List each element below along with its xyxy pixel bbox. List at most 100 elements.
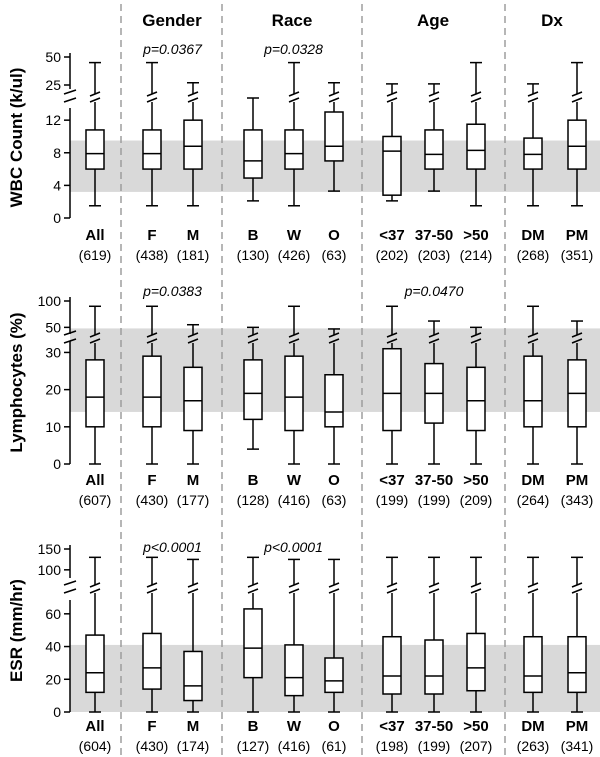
panel-1: 50 100 0 10 20 30 Lymphocytes (%) All (607) F (430… xyxy=(7,283,593,508)
y-tick-label: 100 xyxy=(38,562,62,578)
whisker-break-mark xyxy=(288,97,300,103)
sample-size-label: (264) xyxy=(517,492,550,508)
box-iqr xyxy=(382,347,402,432)
box->50 xyxy=(466,61,486,207)
box-iqr xyxy=(523,137,543,170)
box->50 xyxy=(466,556,486,713)
box-All xyxy=(85,305,105,465)
category-label: PM xyxy=(566,472,589,489)
box-37-50 xyxy=(424,83,444,192)
whisker-break-mark xyxy=(187,588,199,594)
box-iqr xyxy=(424,129,444,170)
y-tick-label: 0 xyxy=(53,210,61,226)
box-iqr xyxy=(523,635,543,694)
sample-size-label: (199) xyxy=(376,492,409,508)
category-label: >50 xyxy=(463,718,488,735)
p-value-annotation: p=0.0470 xyxy=(404,283,464,299)
box-iqr xyxy=(382,635,402,695)
panels: 25 50 0 4 8 12 WBC Count (k/ul) All (619) F (438) M… xyxy=(7,41,593,754)
box-iqr xyxy=(324,374,344,428)
whisker-break-mark xyxy=(146,97,158,103)
category-label: W xyxy=(287,227,302,244)
sample-size-label: (198) xyxy=(376,738,409,754)
sample-size-label: (351) xyxy=(561,247,594,263)
whisker-break-mark xyxy=(89,338,101,344)
whisker-break-mark xyxy=(527,338,539,344)
category-label: DM xyxy=(521,472,544,489)
whisker-break-mark xyxy=(89,97,101,103)
y-tick-label: 4 xyxy=(53,177,61,193)
whisker-break-mark xyxy=(470,338,482,344)
sample-size-label: (63) xyxy=(322,247,347,263)
box-iqr xyxy=(142,355,162,428)
sample-size-label: (263) xyxy=(517,738,550,754)
box-iqr xyxy=(466,123,486,170)
box-iqr xyxy=(85,359,105,428)
category-label: O xyxy=(328,472,340,489)
y-axis-label: ESR (mm/hr) xyxy=(7,579,26,682)
whisker-break-mark xyxy=(146,588,158,594)
category-label: 37-50 xyxy=(415,472,453,489)
p-value-annotation: p<0.0001 xyxy=(263,539,323,555)
box-iqr xyxy=(183,119,203,170)
category-label: <37 xyxy=(379,472,404,489)
whisker-break-mark xyxy=(187,338,199,344)
whisker-break-mark xyxy=(428,588,440,594)
box-iqr xyxy=(183,650,203,702)
y-tick-label: 40 xyxy=(45,639,61,655)
box-DM xyxy=(523,305,543,465)
p-value-annotation: p=0.0383 xyxy=(142,283,202,299)
panel-2: 100 150 0 20 40 60 ESR (mm/hr) All (604) F (430) M (… xyxy=(7,539,593,754)
y-tick-label: 20 xyxy=(45,382,61,398)
whisker-break-mark xyxy=(328,97,340,103)
y-tick-label: 10 xyxy=(45,419,61,435)
sample-size-label: (343) xyxy=(561,492,594,508)
sample-size-label: (438) xyxy=(136,247,169,263)
category-label: DM xyxy=(521,718,544,735)
box-<37 xyxy=(382,556,402,713)
y-axis-label: Lymphocytes (%) xyxy=(7,312,26,452)
box-iqr xyxy=(523,355,543,428)
y-tick-label: 30 xyxy=(45,344,61,360)
y-tick-label: 20 xyxy=(45,671,61,687)
p-value-annotation: p=0.0367 xyxy=(142,41,203,57)
group-title-age: Age xyxy=(417,11,449,30)
box-O xyxy=(324,82,344,192)
category-label: All xyxy=(85,227,104,244)
category-label: 37-50 xyxy=(415,718,453,735)
whisker-break-mark xyxy=(386,97,398,103)
group-title-gender: Gender xyxy=(142,11,202,30)
p-value-annotation: p<0.0001 xyxy=(142,539,202,555)
category-label: DM xyxy=(521,227,544,244)
category-label: >50 xyxy=(463,472,488,489)
box-iqr xyxy=(142,129,162,170)
category-label: All xyxy=(85,472,104,489)
sample-size-label: (619) xyxy=(79,247,112,263)
sample-size-label: (203) xyxy=(418,247,451,263)
box-PM xyxy=(567,556,587,713)
group-titles: Gender Race Age Dx xyxy=(142,11,563,30)
box-iqr xyxy=(183,366,203,432)
box-iqr xyxy=(142,632,162,690)
category-label: W xyxy=(287,718,302,735)
sample-size-label: (207) xyxy=(460,738,493,754)
whisker-break-mark xyxy=(470,588,482,594)
y-axis-break-mark xyxy=(63,588,77,594)
whisker-break-mark xyxy=(146,338,158,344)
whisker-break-mark xyxy=(187,97,199,103)
whisker-break-mark xyxy=(571,588,583,594)
sample-size-label: (61) xyxy=(322,738,347,754)
box-B xyxy=(243,97,263,202)
y-tick-label: 8 xyxy=(53,145,61,161)
sample-size-label: (426) xyxy=(278,247,311,263)
box-W xyxy=(284,61,304,207)
y-tick-label: 0 xyxy=(53,704,61,720)
box-F xyxy=(142,556,162,713)
category-label: PM xyxy=(566,718,589,735)
box-All xyxy=(85,556,105,713)
y-tick-label: 50 xyxy=(45,319,61,335)
whisker-break-mark xyxy=(89,588,101,594)
p-value-annotation: p=0.0328 xyxy=(263,41,323,57)
category-label: All xyxy=(85,718,104,735)
whisker-break-mark xyxy=(288,588,300,594)
